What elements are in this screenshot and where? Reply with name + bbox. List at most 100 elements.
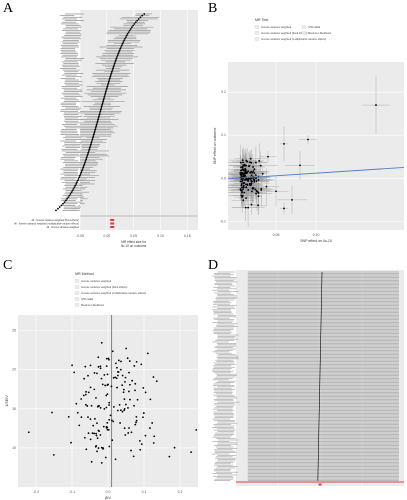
panel-b-snp-point — [261, 172, 264, 175]
panel-a-snp-point — [132, 24, 135, 27]
panel-c-snp-point — [195, 429, 198, 431]
panel-a-x-axis-label: MR effect size for — [121, 240, 147, 244]
panel-a-row-label — [65, 139, 81, 140]
panel-d-row-label — [214, 434, 235, 435]
panel-a-snp-point — [103, 97, 105, 100]
panel-a-snp-point — [115, 57, 118, 60]
panel-a-snp-point — [120, 44, 123, 47]
panel-b-snp-point — [255, 177, 257, 180]
panel-a-row-label — [61, 86, 80, 87]
panel-a-snp-point — [128, 29, 131, 32]
panel-b-legend-key — [254, 25, 260, 29]
panel-a-snp-point — [63, 201, 66, 204]
panel-d-row-label — [215, 438, 236, 439]
panel-c-snp-point — [106, 426, 109, 429]
panel-a-row-label — [60, 68, 77, 69]
panel-d-row-label — [214, 284, 233, 285]
panel-c-snp-point — [125, 347, 128, 350]
panel-a-snp-point — [133, 23, 136, 25]
panel-d-row-label — [217, 401, 240, 403]
panel-a-row-label — [64, 119, 84, 120]
panel-d-row-label — [216, 460, 236, 462]
panel-d-row-label — [213, 302, 232, 304]
panel-c-snp-point — [128, 427, 130, 429]
panel-c-snp-point — [76, 411, 79, 414]
panel-a-snp-point — [101, 102, 104, 104]
panel-a-row-label — [60, 158, 75, 160]
panel-d-row-label — [214, 469, 231, 470]
panel-b-snp-point — [307, 138, 309, 141]
panel-c-snp-point — [91, 432, 94, 435]
panel-a-row-label — [63, 114, 79, 116]
panel-a-row-label — [64, 35, 82, 36]
panel-d-row-label — [212, 303, 230, 305]
panel-a-snp-point — [116, 56, 118, 58]
panel-b-x-axis-label: SNP effect on ilu-10 — [300, 239, 332, 243]
panel-a-row-label — [64, 20, 84, 21]
panel-b-snp-point — [299, 164, 301, 167]
panel-c-snp-point — [89, 438, 92, 441]
panel-a-snp-point — [83, 163, 86, 166]
panel-c-snp-point — [80, 398, 83, 400]
panel-a-row-label — [60, 168, 79, 170]
panel-c-snp-point — [135, 416, 138, 418]
panel-a-snp-point — [90, 141, 93, 144]
panel-a-snp-point — [95, 123, 98, 126]
panel-d-row-label — [214, 347, 233, 348]
panel-c-x-tick-label: -0.2 — [33, 490, 39, 494]
panel-b-snp-point — [242, 185, 245, 188]
panel-c-legend-key — [74, 291, 80, 295]
panel-a-row-label — [64, 160, 79, 162]
panel-c-snp-point — [27, 431, 30, 434]
panel-b-snp-point — [244, 174, 246, 177]
panel-d-row-label — [212, 341, 229, 343]
panel-c-snp-point — [123, 388, 125, 391]
panel-a-snp-point — [94, 128, 97, 131]
panel-c-x-tick-label: 0.1 — [142, 490, 147, 494]
panel-b-snp-point — [259, 164, 262, 167]
panel-c-snp-point — [115, 362, 117, 365]
panel-d-row-label — [212, 368, 232, 369]
panel-c-snp-point — [84, 365, 87, 368]
panel-b-snp-point — [239, 173, 242, 176]
panel-c-snp-point — [152, 376, 155, 378]
panel-a-row-label — [62, 21, 77, 23]
panel-c-snp-point — [124, 380, 126, 383]
panel-c-snp-point — [87, 391, 90, 394]
panel-c-snp-point — [83, 377, 86, 380]
panel-a-forest-plot: -0.05 0.00 0.05 0.10 0.15 All - Inverse varia… — [14, 10, 198, 248]
panel-d-row-label — [214, 452, 237, 453]
panel-d-row-label — [213, 435, 233, 437]
panel-a-row-label — [63, 125, 81, 127]
panel-b-snp-point — [253, 168, 256, 171]
panel-d-row-label — [212, 453, 230, 455]
panel-a-row-label — [61, 44, 79, 46]
panel-c-snp-point — [113, 405, 115, 408]
panel-d-row-label — [214, 390, 233, 392]
panel-c-snp-point — [144, 391, 147, 394]
panel-b-snp-point — [247, 165, 250, 168]
panel-c-snp-point — [104, 384, 107, 387]
panel-b-y-tick-label: 0.1 — [221, 133, 226, 137]
panel-d-row-label — [215, 382, 235, 383]
panel-a-row-label — [62, 153, 80, 155]
panel-d-row-label — [215, 467, 236, 469]
panel-d-row-label — [217, 294, 235, 295]
panel-d-point-line — [317, 271, 323, 481]
panel-b-snp-point — [243, 168, 246, 171]
panel-d-row-label — [217, 285, 236, 287]
panel-d-row-label — [215, 359, 234, 361]
panel-c-snp-point — [152, 442, 155, 444]
panel-a-row-label — [62, 137, 82, 139]
panel-c-snp-point — [83, 436, 86, 439]
panel-b-snp-point — [257, 191, 260, 194]
panel-c-snp-point — [128, 360, 131, 362]
panel-b-snp-point — [252, 187, 255, 190]
panel-c-snp-point — [102, 425, 105, 428]
panel-c-snp-point — [99, 406, 102, 409]
panel-c-snp-point — [155, 380, 158, 383]
panel-c-snp-point — [114, 458, 117, 461]
panel-d-row-label — [213, 424, 232, 425]
panel-d-row-label — [213, 301, 230, 302]
panel-c-snp-point — [122, 391, 125, 394]
